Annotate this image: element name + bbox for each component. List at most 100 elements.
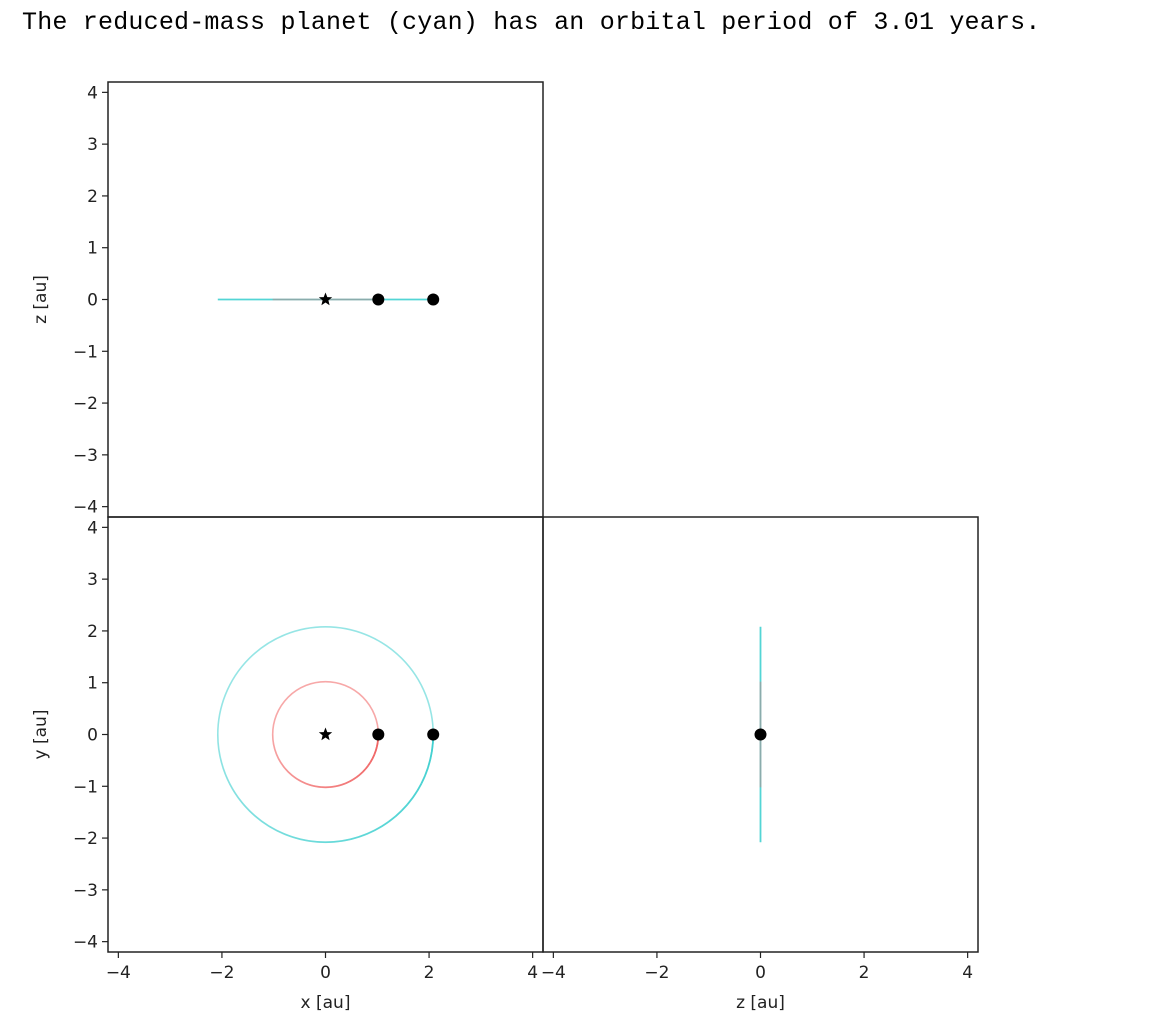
reduced-mass-orbit-series-trail <box>388 815 397 823</box>
inner-orbit-series-trail <box>375 742 379 748</box>
inner-orbit-series-trail <box>349 778 354 783</box>
reduced-mass-orbit-series-trail <box>342 838 351 842</box>
x-tick-label: 2 <box>424 963 435 983</box>
inner-orbit-series-trail <box>277 758 282 763</box>
inner-orbit-series-trail <box>273 746 277 752</box>
y-tick-label: −1 <box>73 777 98 797</box>
y-tick-label: 4 <box>87 83 98 103</box>
inner-orbit-series-trail <box>359 771 364 776</box>
inner-orbit-series-trail <box>304 782 310 786</box>
x-tick-label: −2 <box>644 963 669 983</box>
reduced-mass-orbit-series-trail <box>420 775 426 784</box>
reduced-mass-orbit-series-trail <box>424 767 429 777</box>
x-tick-label: 0 <box>755 963 766 983</box>
inner-orbit-series-trail <box>371 754 376 759</box>
inner-orbit-series-trail <box>297 778 302 783</box>
inner-orbit-series-trail <box>333 784 339 788</box>
x-tick-label: 0 <box>320 963 331 983</box>
y-tick-label: 3 <box>87 135 98 155</box>
reduced-mass-orbit-series-trail <box>242 803 250 812</box>
star-marker <box>318 292 333 306</box>
inner-orbit-series-trail <box>301 780 306 785</box>
panel-xz-projection: 4 3 2 1 0 −1 −2 −3 −4 z [au] <box>31 81 544 518</box>
inner-orbit-series-trail <box>345 780 350 785</box>
reduced-mass-orbit-series-trail <box>401 803 409 812</box>
reduced-mass-orbit-series-trail <box>248 810 257 818</box>
reduced-mass-orbit-series-trail <box>276 829 285 835</box>
planet-marker <box>427 728 440 741</box>
inner-orbit-series-trail <box>293 776 299 781</box>
y-tick-label: 4 <box>87 518 98 538</box>
reduced-mass-orbit-series-trail <box>217 742 221 752</box>
y-axis-label: z [au] <box>31 275 51 324</box>
reduced-mass-orbit-series-trail <box>427 759 432 769</box>
reduced-mass-orbit-series-trail <box>237 797 245 806</box>
reduced-mass-orbit-series-trail <box>254 815 263 823</box>
inner-orbit-series-trail <box>374 746 378 752</box>
panel-xy-projection: 4 3 2 1 0 −1 −2 −3 −4 −4 −2 0 2 4 x [au] y [au] <box>31 516 544 1013</box>
inner-orbit-series-trail <box>373 750 377 756</box>
reduced-mass-orbit-series-trail <box>366 829 375 835</box>
planet-marker <box>754 728 767 741</box>
y-axis-label: y [au] <box>31 710 51 760</box>
inner-orbit-series-trail <box>367 761 372 767</box>
y-tick-label: 1 <box>87 239 98 259</box>
x-axis-label: z [au] <box>736 993 785 1013</box>
x-tick-label: −2 <box>209 963 234 983</box>
reduced-mass-orbit-series-trail <box>394 810 403 818</box>
reduced-mass-orbit-series-trail <box>411 790 419 799</box>
reduced-mass-orbit-series-trail <box>225 775 231 784</box>
inner-orbit-series-trail <box>362 768 367 773</box>
reduced-mass-orbit-series-trail <box>406 797 414 806</box>
inner-orbit-series-trail <box>284 768 289 773</box>
y-tick-label: 0 <box>87 291 98 311</box>
reduced-mass-orbit-series-trail <box>228 782 235 792</box>
inner-orbit-series-trail <box>352 776 358 781</box>
reduced-mass-orbit-series-trail <box>430 742 434 752</box>
panel-zy-projection: −4 −2 0 2 4 z [au] <box>541 516 979 1013</box>
reduced-mass-orbit-series-trail <box>268 825 278 832</box>
reduced-mass-orbit-series-trail <box>291 836 301 841</box>
inner-orbit-series-trail <box>355 773 361 778</box>
y-tick-label: 0 <box>87 726 98 746</box>
x-tick-label: 4 <box>962 963 973 983</box>
inner-orbit-series-trail <box>337 783 343 787</box>
y-tick-label: −2 <box>73 394 98 414</box>
y-tick-label: 2 <box>87 622 98 642</box>
inner-orbit-series-trail <box>274 750 278 756</box>
inner-orbit-series-trail <box>290 773 296 778</box>
planet-marker <box>372 728 385 741</box>
x-tick-label: −4 <box>106 963 131 983</box>
reduced-mass-orbit-series-trail <box>333 839 343 843</box>
chart-headline: The reduced-mass planet (cyan) has an or… <box>22 8 1041 37</box>
y-tick-label: −2 <box>73 829 98 849</box>
reduced-mass-orbit-series-trail <box>429 751 433 760</box>
reduced-mass-orbit-series-trail <box>219 759 224 769</box>
y-tick-label: 3 <box>87 570 98 590</box>
reduced-mass-orbit-series-trail <box>283 833 293 838</box>
reduced-mass-orbit-series-trail <box>218 751 222 760</box>
x-tick-label: 2 <box>859 963 870 983</box>
reduced-mass-orbit-series-trail <box>308 839 318 843</box>
inner-orbit-series-trail <box>369 758 374 763</box>
y-tick-label: −3 <box>73 881 98 901</box>
reduced-mass-orbit-series-trail <box>300 838 309 842</box>
y-tick-label: −4 <box>73 498 98 518</box>
reduced-mass-orbit-series-trail <box>261 820 270 828</box>
inner-orbit-series-trail <box>312 784 318 788</box>
reduced-mass-orbit-series-trail <box>416 782 423 792</box>
inner-orbit-series-trail <box>341 782 347 786</box>
reduced-mass-orbit-series-trail <box>350 836 360 841</box>
inner-orbit-series-trail <box>364 764 369 770</box>
star-marker <box>318 727 333 741</box>
y-tick-label: 1 <box>87 674 98 694</box>
reduced-mass-orbit-series-trail <box>358 833 368 838</box>
reduced-mass-orbit-series-trail <box>381 820 390 828</box>
inner-orbit-series-trail <box>308 783 314 787</box>
inner-orbit-series-trail <box>282 764 287 770</box>
reduced-mass-orbit-series-trail <box>222 767 227 777</box>
inner-orbit-series-trail <box>287 771 292 776</box>
reduced-mass-orbit-series-trail <box>232 790 240 799</box>
reduced-mass-orbit-series-trail <box>373 825 383 832</box>
